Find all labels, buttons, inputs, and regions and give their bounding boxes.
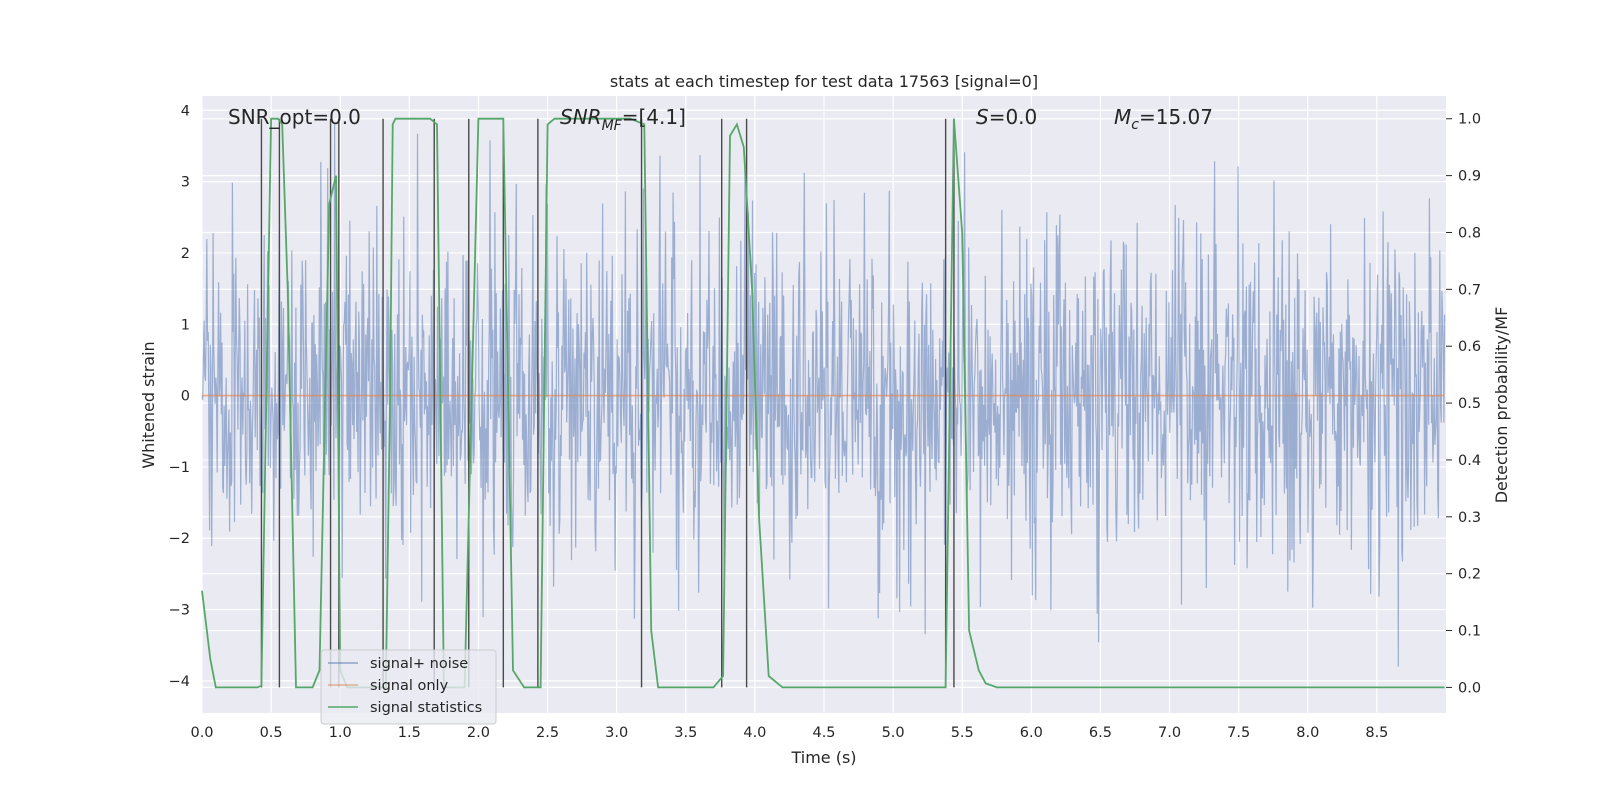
annotation-s-main: S	[976, 105, 989, 129]
y-right-tick-label: 1.0	[1458, 112, 1481, 128]
x-tick-label: 7.5	[1227, 725, 1250, 741]
x-tick-label: 5.5	[951, 725, 974, 741]
x-tick-label: 2.0	[467, 725, 490, 741]
y-axis-label-right: Detection probability/MF	[1492, 307, 1511, 504]
x-tick-label: 0.5	[260, 725, 283, 741]
y-right-tick-label: 0.3	[1458, 510, 1481, 526]
y-right-tick-label: 0.2	[1458, 567, 1481, 583]
x-tick-label: 2.5	[536, 725, 559, 741]
legend-box	[320, 649, 497, 725]
y-right-tick-label: 0.1	[1458, 624, 1481, 640]
y-left-tick-label: −4	[169, 674, 190, 690]
y-right-tick-label: 0.7	[1458, 282, 1481, 298]
y-left-tick-label: −2	[169, 531, 190, 547]
legend-label-noise: signal+ noise	[370, 656, 468, 672]
x-tick-label: 1.0	[329, 725, 352, 741]
x-tick-label: 3.5	[674, 725, 697, 741]
annotation-s-value: =0.0	[989, 105, 1038, 129]
y-left-tick-label: 4	[181, 103, 190, 119]
x-tick-label: 0.0	[190, 725, 213, 741]
signal-statistics-line	[201, 117, 1445, 689]
annotation-s: S=0.0	[976, 105, 1037, 129]
x-tick-label: 4.5	[812, 725, 835, 741]
y-right-tick-label: 0.8	[1458, 225, 1481, 241]
x-tick-label: 1.5	[398, 725, 421, 741]
y-left-tick-label: −3	[169, 603, 190, 619]
axis-ticks: 0.0 0.5 1.0 1.5 2.0 2.5 3.0 3.5 4.0 4.5 5.0 5.5 6.0 6…	[169, 103, 1481, 741]
x-tick-label: 6.0	[1020, 725, 1043, 741]
annotation-snr-mf-value: =[4.1]	[622, 105, 686, 129]
legend: signal+ noise signal only signal statist…	[320, 649, 497, 725]
x-tick-label: 5.0	[882, 725, 905, 741]
y-left-tick-label: 3	[181, 175, 190, 191]
annotation-snr-opt: SNR_opt=0.0	[228, 105, 361, 129]
x-axis-label: Time (s)	[790, 748, 856, 767]
x-tick-label: 8.5	[1365, 725, 1388, 741]
y-right-tick-label: 0.9	[1458, 169, 1481, 185]
y-axis-label-left: Whitened strain	[139, 341, 158, 468]
signal-statistics-series	[201, 117, 1445, 689]
annotation-snr-mf-main: SNR	[560, 105, 602, 129]
y-left-tick-label: 0	[181, 389, 190, 405]
signal-noise-series	[201, 124, 1446, 667]
annotation-mc-value: =15.07	[1139, 105, 1213, 129]
chart-title: stats at each timestep for test data 175…	[610, 72, 1038, 91]
noise-line	[201, 124, 1446, 667]
x-tick-label: 3.0	[605, 725, 628, 741]
legend-label-signal: signal only	[370, 678, 449, 694]
y-right-tick-label: 0.0	[1458, 680, 1481, 696]
y-right-tick-label: 0.6	[1458, 339, 1481, 355]
annotation-snr-mf-sub: MF	[602, 118, 623, 134]
y-left-tick-label: −1	[169, 460, 190, 476]
y-right-tick-label: 0.4	[1458, 453, 1481, 469]
x-tick-label: 6.5	[1089, 725, 1112, 741]
x-tick-label: 7.0	[1158, 725, 1181, 741]
annotation-mc-main: M	[1114, 105, 1131, 129]
x-tick-label: 8.0	[1296, 725, 1319, 741]
x-tick-label: 4.0	[743, 725, 766, 741]
y-right-tick-label: 0.5	[1458, 396, 1481, 412]
annotation-snr-mf: SNRMF=[4.1]	[560, 105, 686, 134]
legend-label-statistics: signal statistics	[370, 700, 482, 716]
annotation-mc: Mc=15.07	[1114, 105, 1213, 133]
annotation-mc-sub: c	[1131, 117, 1139, 133]
y-left-tick-label: 1	[181, 317, 190, 333]
y-left-tick-label: 2	[181, 246, 190, 262]
